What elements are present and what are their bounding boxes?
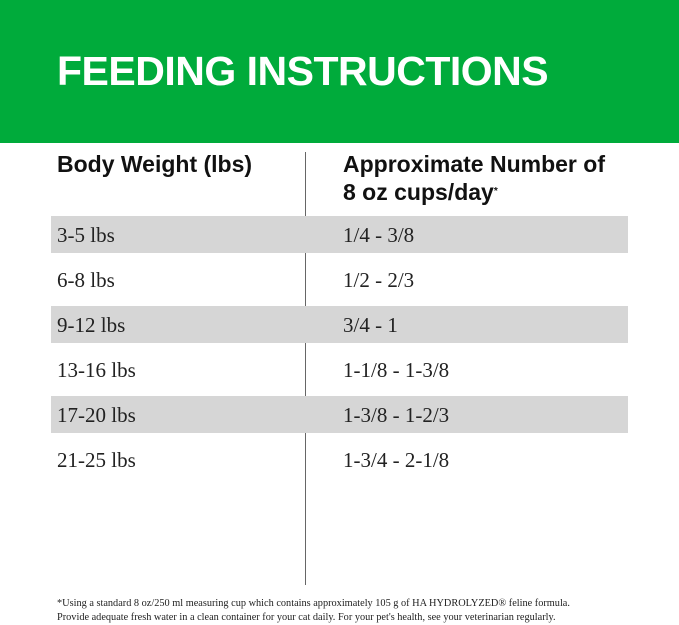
cups-cell: 1-3/4 - 2-1/8 — [343, 448, 450, 472]
weight-cell: 21-25 lbs — [57, 448, 136, 472]
weight-cell: 13-16 lbs — [57, 358, 136, 382]
footnote-line: Provide adequate fresh water in a clean … — [57, 612, 556, 623]
column-header-text: Approximate Number of 8 oz cups/day — [343, 151, 605, 205]
column-divider — [305, 152, 306, 585]
table-row: 9-12 lbs 3/4 - 1 — [51, 306, 628, 343]
table-row: 6-8 lbs 1/2 - 2/3 — [51, 261, 628, 298]
weight-cell: 9-12 lbs — [57, 313, 126, 337]
cups-cell: 1-3/8 - 1-2/3 — [343, 403, 450, 427]
footnote: *Using a standard 8 oz/250 ml measuring … — [57, 597, 570, 625]
table-row: 17-20 lbs 1-3/8 - 1-2/3 — [51, 396, 628, 433]
table-row: 3-5 lbs 1/4 - 3/8 — [51, 216, 628, 253]
footnote-line: *Using a standard 8 oz/250 ml measuring … — [57, 598, 570, 609]
table-row: 21-25 lbs 1-3/4 - 2-1/8 — [51, 441, 628, 478]
table-row: 13-16 lbs 1-1/8 - 1-3/8 — [51, 351, 628, 388]
column-header-cups-per-day: Approximate Number of 8 oz cups/day* — [343, 150, 623, 206]
cups-cell: 3/4 - 1 — [343, 313, 398, 337]
weight-cell: 17-20 lbs — [57, 403, 136, 427]
column-header-body-weight: Body Weight (lbs) — [57, 151, 253, 177]
footnote-mark: * — [493, 186, 498, 197]
cups-cell: 1/2 - 2/3 — [343, 268, 415, 292]
weight-cell: 6-8 lbs — [57, 268, 115, 292]
cups-cell: 1/4 - 3/8 — [343, 223, 415, 247]
weight-cell: 3-5 lbs — [57, 223, 115, 247]
feeding-table: 3-5 lbs 1/4 - 3/8 6-8 lbs 1/2 - 2/3 9-12 lbs… — [51, 216, 628, 486]
page-title: FEEDING INSTRUCTIONS — [57, 48, 549, 94]
cups-cell: 1-1/8 - 1-3/8 — [343, 358, 450, 382]
header-band: FEEDING INSTRUCTIONS — [0, 0, 679, 143]
